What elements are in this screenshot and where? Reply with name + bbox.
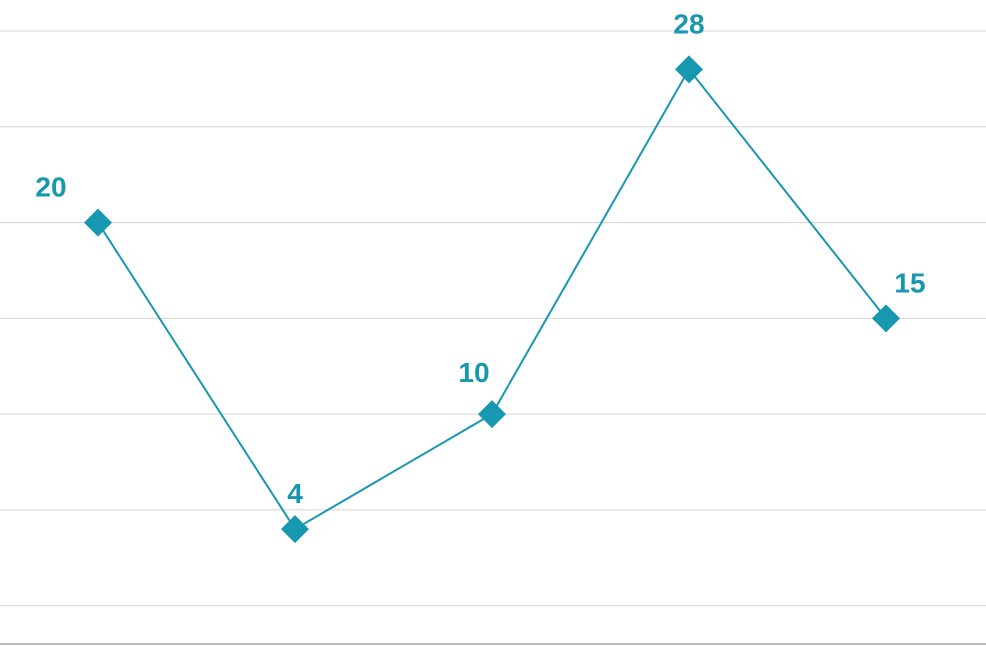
data-labels: 20 4 10 28 15: [35, 8, 925, 509]
data-point-marker: [478, 400, 506, 429]
gridlines: [0, 30, 986, 645]
series-line: [97, 68, 887, 531]
data-label: 20: [35, 172, 66, 203]
data-label: 10: [458, 357, 489, 388]
data-point-marker: [281, 515, 309, 544]
data-label: 28: [673, 8, 704, 39]
data-label: 15: [894, 267, 925, 298]
series-group: [84, 55, 900, 544]
data-point-marker: [675, 55, 703, 84]
data-point-marker: [872, 304, 900, 333]
data-label: 4: [287, 478, 303, 509]
data-point-marker: [84, 208, 112, 237]
